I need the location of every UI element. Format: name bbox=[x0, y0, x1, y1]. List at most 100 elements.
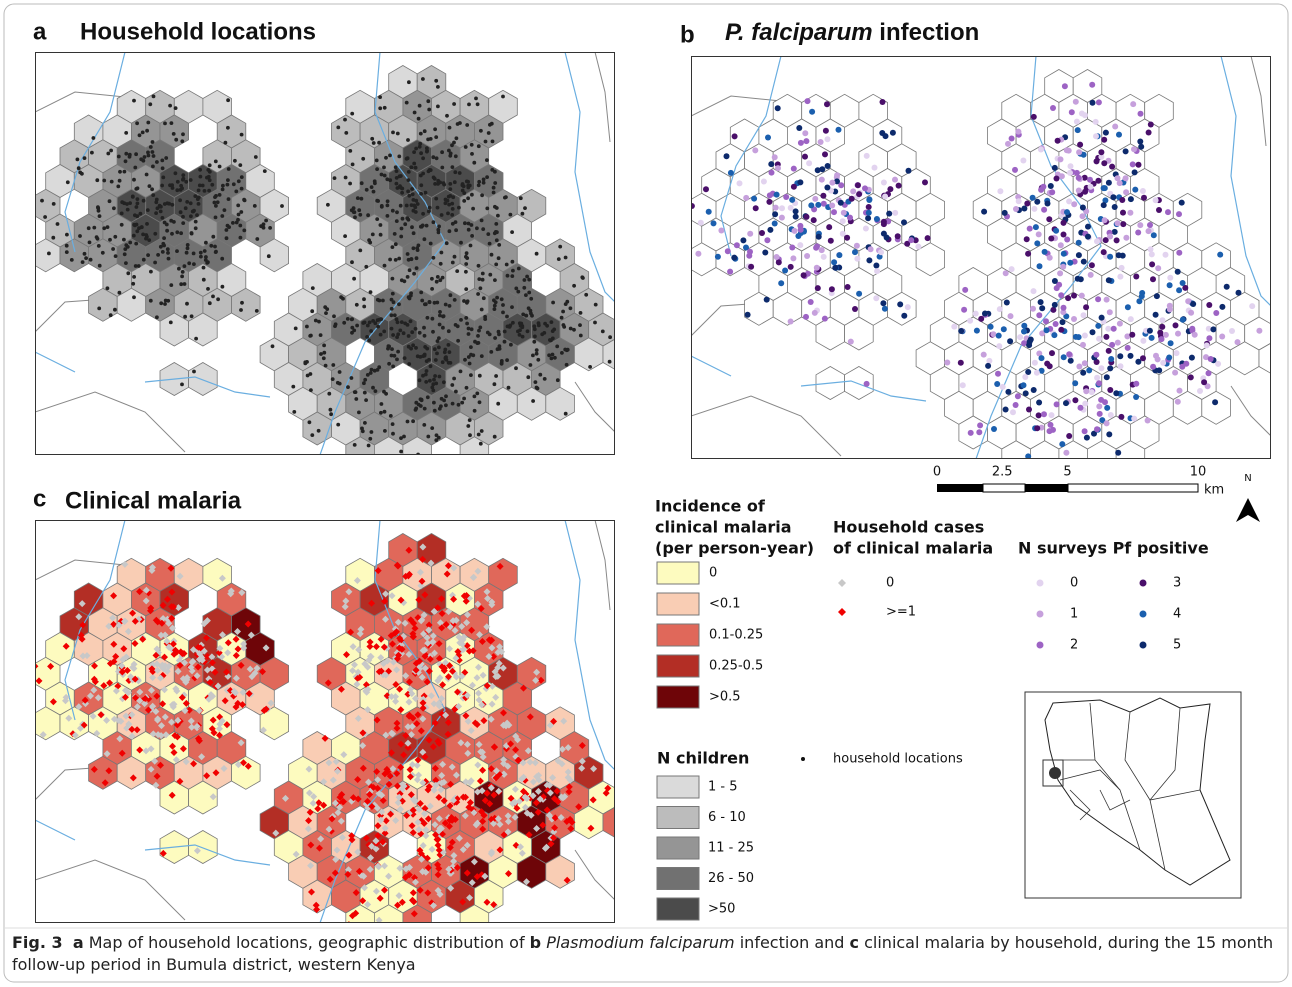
infection-dot bbox=[767, 226, 774, 233]
infection-dot bbox=[853, 242, 860, 249]
infection-dot bbox=[1107, 412, 1114, 418]
case-dot bbox=[326, 875, 334, 883]
infection-dot bbox=[817, 139, 824, 145]
infection-dot bbox=[1050, 105, 1056, 111]
household-dot bbox=[460, 183, 465, 188]
household-dot bbox=[155, 315, 159, 320]
case-dot bbox=[430, 700, 438, 708]
hexagon bbox=[259, 238, 290, 273]
household-dot bbox=[431, 155, 436, 160]
infection-dot bbox=[1185, 298, 1192, 305]
household-dot bbox=[177, 266, 181, 271]
household-dot bbox=[431, 329, 435, 334]
case-dot bbox=[153, 645, 161, 653]
hexagon bbox=[545, 386, 575, 421]
infection-dot bbox=[1072, 333, 1079, 340]
household-dot bbox=[436, 104, 440, 109]
household-dot bbox=[463, 357, 467, 362]
infection-dot bbox=[1020, 382, 1027, 389]
household-dot bbox=[501, 310, 505, 315]
infection-dot bbox=[1215, 360, 1222, 367]
household-dot bbox=[192, 262, 196, 266]
household-dot bbox=[214, 204, 218, 208]
case-dot bbox=[416, 800, 424, 807]
household-dot bbox=[375, 368, 380, 372]
infection-dot bbox=[850, 188, 857, 195]
case-dot bbox=[142, 586, 150, 594]
case-dot bbox=[232, 652, 240, 659]
household-dot bbox=[433, 358, 438, 362]
case-dot bbox=[575, 803, 583, 811]
case-dot bbox=[410, 910, 418, 918]
household-dot bbox=[209, 243, 214, 248]
household-dot bbox=[307, 420, 312, 425]
case-dot bbox=[380, 643, 388, 651]
case-dot bbox=[349, 667, 357, 675]
case-dot bbox=[469, 647, 477, 655]
household-dot bbox=[151, 164, 155, 169]
household-dot bbox=[472, 160, 477, 165]
infection-dot bbox=[1113, 237, 1120, 244]
infection-dot bbox=[727, 268, 734, 275]
household-dot bbox=[568, 326, 573, 331]
case-dot bbox=[354, 674, 362, 682]
infection-dot bbox=[1105, 347, 1112, 354]
infection-dot bbox=[1059, 441, 1066, 448]
case-dot bbox=[494, 664, 502, 672]
household-dot bbox=[336, 125, 341, 130]
case-dot bbox=[344, 870, 352, 878]
case-dot bbox=[543, 806, 551, 814]
household-dot bbox=[135, 197, 140, 202]
case-dot bbox=[374, 776, 382, 784]
infection-dot bbox=[1149, 261, 1156, 268]
infection-dot bbox=[1107, 365, 1114, 372]
infection-dot bbox=[1047, 183, 1054, 189]
infection-dot bbox=[871, 164, 878, 171]
inset-boundary bbox=[1149, 799, 1166, 871]
household-dot bbox=[252, 204, 257, 208]
case-dot bbox=[90, 686, 98, 694]
household-dot bbox=[489, 350, 494, 354]
infection-dot bbox=[981, 208, 988, 215]
panel-letter: c bbox=[33, 485, 46, 512]
household-dot bbox=[166, 256, 171, 261]
infection-dot bbox=[1093, 158, 1100, 165]
household-dot bbox=[96, 205, 100, 210]
infection-dot bbox=[1072, 380, 1079, 387]
household-dot bbox=[522, 278, 527, 282]
infection-dot bbox=[1157, 329, 1164, 336]
infection-dot bbox=[1223, 283, 1230, 290]
case-dot bbox=[149, 563, 156, 571]
household-dot bbox=[377, 365, 382, 370]
household-dot bbox=[421, 156, 425, 161]
case-dot bbox=[550, 717, 558, 725]
household-dot bbox=[342, 320, 347, 325]
household-dot bbox=[358, 248, 363, 253]
household-dot bbox=[501, 303, 505, 307]
household-dot bbox=[305, 373, 310, 378]
household-dot bbox=[158, 244, 163, 249]
case-dot bbox=[392, 693, 399, 701]
case-dot bbox=[403, 812, 411, 819]
household-dot bbox=[133, 223, 137, 228]
household-dot bbox=[412, 150, 416, 154]
household-dot bbox=[384, 155, 388, 160]
case-dot bbox=[181, 707, 189, 715]
case-dot bbox=[426, 655, 434, 663]
household-dot bbox=[220, 187, 225, 192]
household-dot bbox=[226, 197, 231, 202]
household-dot bbox=[491, 185, 496, 190]
household-dot bbox=[400, 190, 404, 195]
household-dot bbox=[510, 230, 514, 235]
case-dot bbox=[124, 689, 132, 697]
case-dot bbox=[444, 562, 452, 570]
household-dot bbox=[187, 261, 192, 266]
household-dot bbox=[371, 385, 375, 390]
household-dot bbox=[364, 187, 369, 192]
infection-dot bbox=[883, 234, 890, 241]
infection-dot bbox=[1153, 293, 1160, 300]
household-dot bbox=[401, 331, 406, 336]
household-dot bbox=[321, 356, 326, 361]
household-dot bbox=[607, 359, 612, 364]
case-dot bbox=[494, 672, 502, 680]
